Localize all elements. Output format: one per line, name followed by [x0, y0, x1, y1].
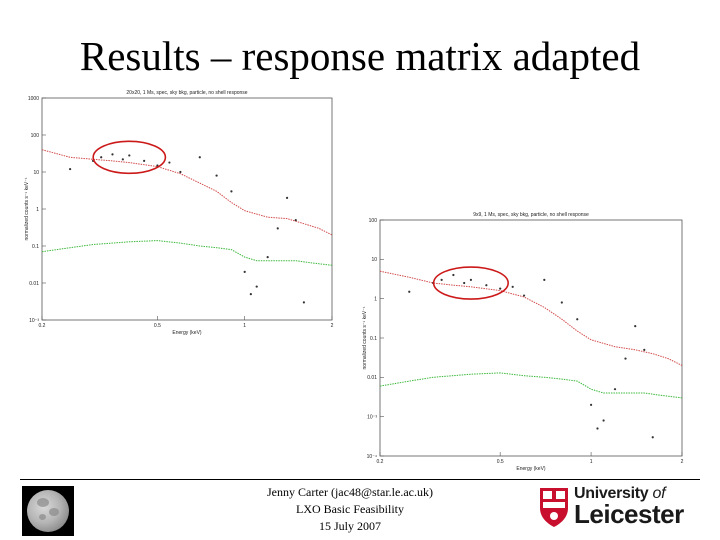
data-point: [128, 154, 131, 157]
y-tick-label: 10⁻⁴: [367, 454, 377, 460]
moon-image: [22, 486, 74, 536]
data-point: [111, 153, 114, 156]
data-point: [651, 436, 654, 439]
x-tick-label: 2: [331, 323, 334, 329]
data-point: [294, 219, 297, 222]
data-point: [560, 301, 563, 304]
y-tick-label: 10⁻³: [29, 318, 39, 324]
data-point: [613, 388, 617, 391]
data-point: [230, 190, 233, 193]
plot-title: 9x9, 1 Ms, spec, sky bkg, particle, no s…: [473, 212, 589, 218]
data-point: [215, 174, 218, 177]
data-point: [452, 273, 455, 277]
x-tick-label: 0.2: [39, 323, 46, 329]
logo-leicester-text: Leicester: [574, 499, 684, 529]
source-model-series: [41, 149, 333, 236]
y-axis-label: normalized counts s⁻¹ keV⁻¹: [362, 306, 368, 369]
moon-mare: [39, 514, 46, 520]
university-logo: University of Leicester: [538, 484, 706, 530]
data-point: [485, 284, 488, 287]
background-model-series: [379, 372, 683, 399]
x-tick-label: 1: [243, 323, 246, 329]
y-tick-label: 100: [369, 218, 378, 224]
data-point: [168, 161, 171, 164]
footer-date: 15 July 2007: [318, 519, 381, 533]
spectrum-plot-20x20-svg: 20x20, 1 Ms, spec, sky bkg, particle, no…: [24, 90, 334, 336]
logo-university-text: University of: [574, 485, 666, 503]
x-axis-label: Energy (keV): [172, 330, 202, 336]
data-point: [143, 159, 146, 162]
logo-word-of: of: [652, 485, 666, 502]
moon-disc: [27, 490, 69, 532]
data-point: [602, 419, 605, 422]
data-point: [511, 285, 514, 288]
y-tick-label: 1: [36, 207, 39, 213]
data-point: [440, 278, 443, 281]
slide-title: Results – response matrix adapted: [79, 33, 641, 79]
highlight-ellipse: [92, 140, 167, 175]
data-point: [543, 278, 546, 281]
y-tick-label: 1000: [28, 96, 39, 102]
data-point: [302, 301, 305, 304]
x-tick-label: 2: [681, 459, 684, 465]
data-point: [596, 427, 599, 430]
data-point: [69, 167, 72, 171]
spectrum-plot-9x9-svg: 9x9, 1 Ms, spec, sky bkg, particle, no s…: [362, 212, 684, 472]
spectrum-plot-9x9: 9x9, 1 Ms, spec, sky bkg, particle, no s…: [352, 204, 700, 474]
data-point: [121, 158, 124, 161]
data-point: [576, 318, 579, 321]
footer-author: Jenny Carter (jac48@star.le.ac.uk): [267, 485, 433, 499]
data-point: [643, 348, 646, 351]
data-point: [285, 196, 289, 199]
x-tick-label: 0.5: [154, 323, 161, 329]
data-point: [179, 170, 182, 174]
y-tick-label: 10: [33, 170, 39, 176]
data-point: [589, 403, 593, 406]
data-point: [255, 285, 258, 288]
data-point: [100, 156, 103, 159]
data-point: [624, 357, 627, 360]
data-point: [463, 281, 466, 285]
y-axis-label: normalized counts s⁻¹ keV⁻¹: [24, 177, 30, 240]
footer-credits: Jenny Carter (jac48@star.le.ac.uk) LXO B…: [230, 484, 470, 535]
data-point: [249, 293, 252, 296]
background-model-series: [41, 240, 333, 266]
plot-frame: [41, 97, 333, 321]
y-tick-label: 100: [31, 133, 40, 139]
x-tick-label: 0.2: [377, 459, 384, 465]
data-point: [469, 278, 473, 281]
source-model-series: [379, 270, 683, 366]
y-tick-label: 0.01: [29, 281, 39, 287]
data-point: [243, 270, 246, 273]
x-axis-label: Energy (keV): [516, 466, 546, 472]
y-tick-label: 0.01: [367, 375, 377, 381]
data-point: [266, 256, 269, 259]
x-tick-label: 1: [590, 459, 593, 465]
logo-word-university: University: [574, 485, 653, 502]
data-point: [156, 164, 159, 167]
data-point: [408, 290, 411, 293]
x-tick-label: 0.5: [497, 459, 504, 465]
data-point: [198, 156, 201, 159]
y-tick-label: 1: [374, 296, 377, 302]
plot-frame: [379, 219, 683, 457]
y-tick-label: 10: [371, 257, 377, 263]
y-tick-label: 0.1: [370, 336, 377, 342]
spectrum-plot-20x20: 20x20, 1 Ms, spec, sky bkg, particle, no…: [20, 84, 356, 336]
data-point: [276, 227, 279, 230]
footer-divider: [20, 479, 700, 480]
data-point: [634, 325, 637, 328]
data-point: [499, 287, 502, 290]
moon-mare: [49, 508, 59, 516]
y-tick-label: 0.1: [32, 244, 39, 250]
plot-title: 20x20, 1 Ms, spec, sky bkg, particle, no…: [126, 90, 247, 96]
moon-mare: [37, 498, 49, 507]
university-crest-icon: [540, 488, 568, 527]
y-tick-label: 10⁻³: [367, 414, 377, 420]
footer-project: LXO Basic Feasibility: [296, 502, 404, 516]
highlight-ellipse: [432, 266, 509, 300]
data-point: [522, 294, 526, 297]
